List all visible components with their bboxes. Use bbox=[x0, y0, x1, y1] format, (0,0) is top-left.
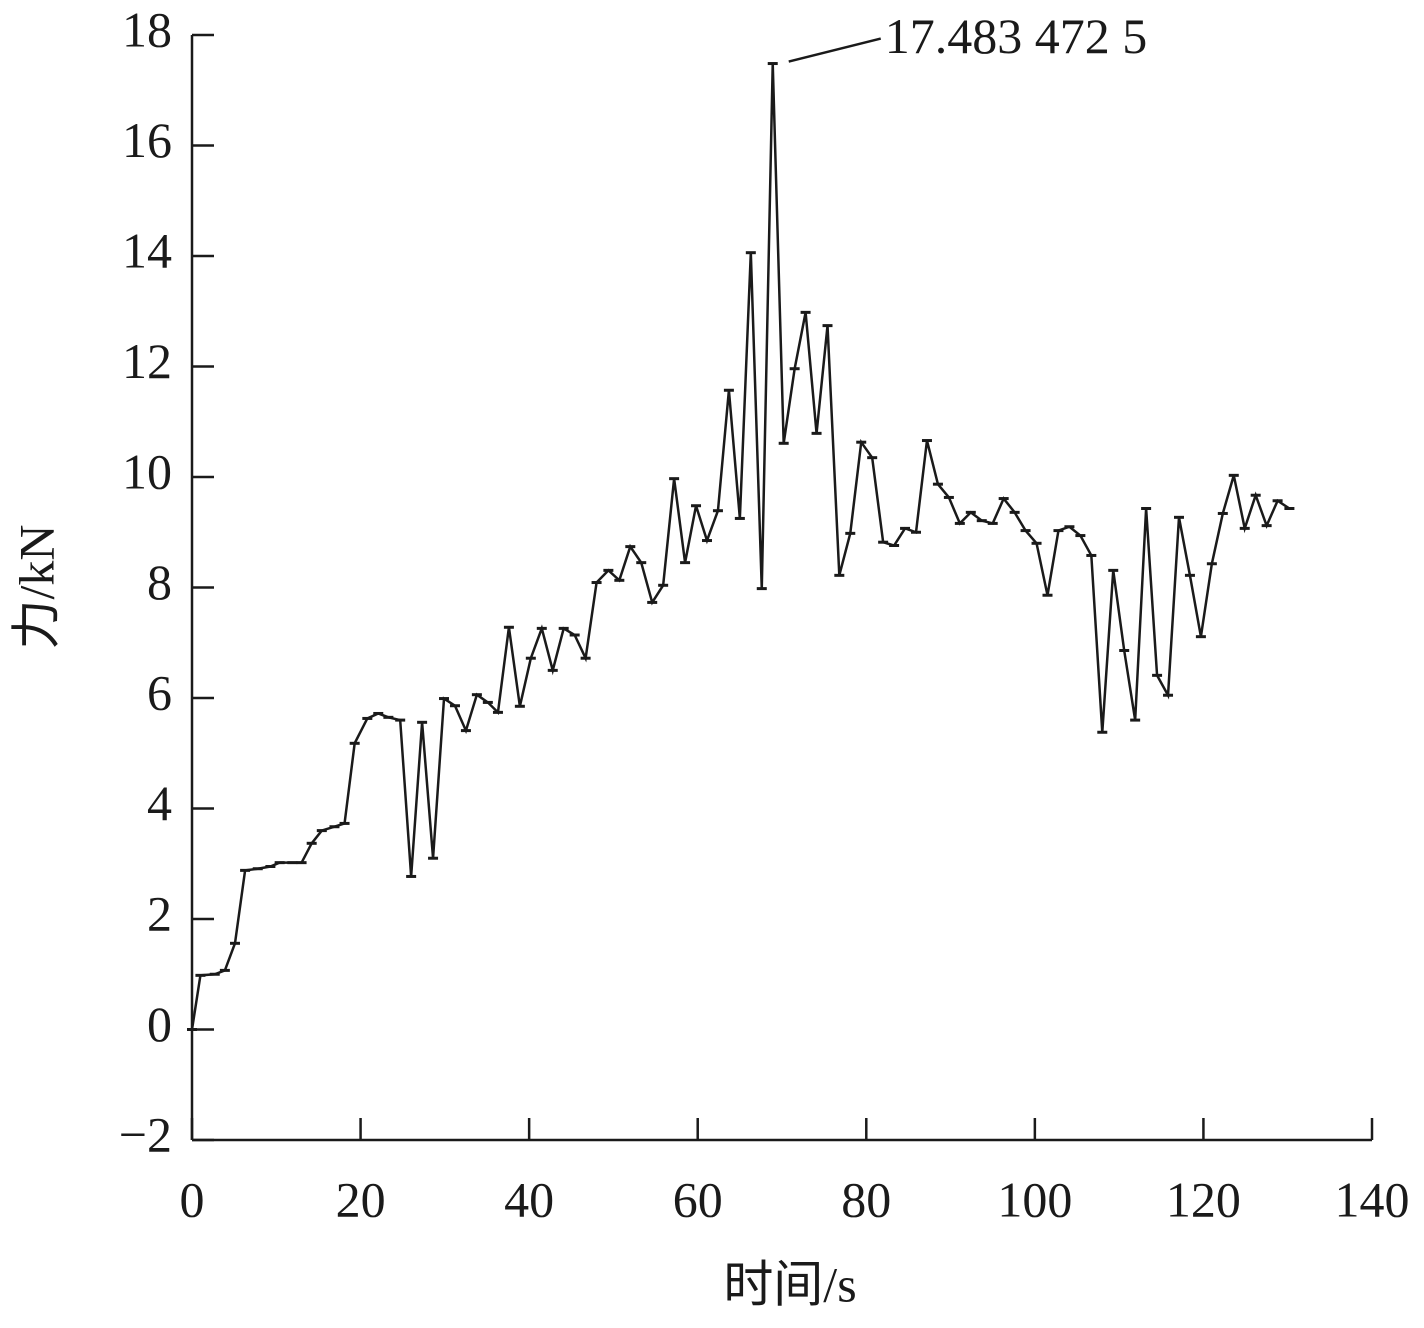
x-tick-label: 80 bbox=[841, 1171, 891, 1227]
x-tick-label: 20 bbox=[336, 1171, 386, 1227]
y-tick-label: 12 bbox=[122, 333, 172, 389]
x-axis-label: 时间/s bbox=[723, 1256, 856, 1312]
y-tick-label: −2 bbox=[119, 1106, 172, 1162]
annotation: 17.483 472 5 bbox=[885, 8, 1147, 64]
y-tick-label: 2 bbox=[147, 885, 172, 941]
x-tick-label: 140 bbox=[1335, 1171, 1410, 1227]
y-tick-label: 0 bbox=[147, 996, 172, 1052]
data-line bbox=[190, 63, 1291, 1030]
annotation-leader bbox=[788, 37, 882, 63]
x-tick-label: 40 bbox=[504, 1171, 554, 1227]
y-axis-label: 力/kN bbox=[8, 525, 64, 650]
y-tick-label: 4 bbox=[147, 775, 172, 831]
x-tick-label: 100 bbox=[997, 1171, 1072, 1227]
y-tick-label: 10 bbox=[122, 443, 172, 499]
y-tick-label: 8 bbox=[147, 554, 172, 610]
x-tick-label: 0 bbox=[180, 1171, 205, 1227]
y-tick-label: 16 bbox=[122, 112, 172, 168]
x-tick-label: 60 bbox=[673, 1171, 723, 1227]
y-tick-label: 18 bbox=[122, 1, 172, 57]
y-tick-label: 6 bbox=[147, 664, 172, 720]
x-tick-label: 120 bbox=[1166, 1171, 1241, 1227]
y-tick-label: 14 bbox=[122, 222, 172, 278]
